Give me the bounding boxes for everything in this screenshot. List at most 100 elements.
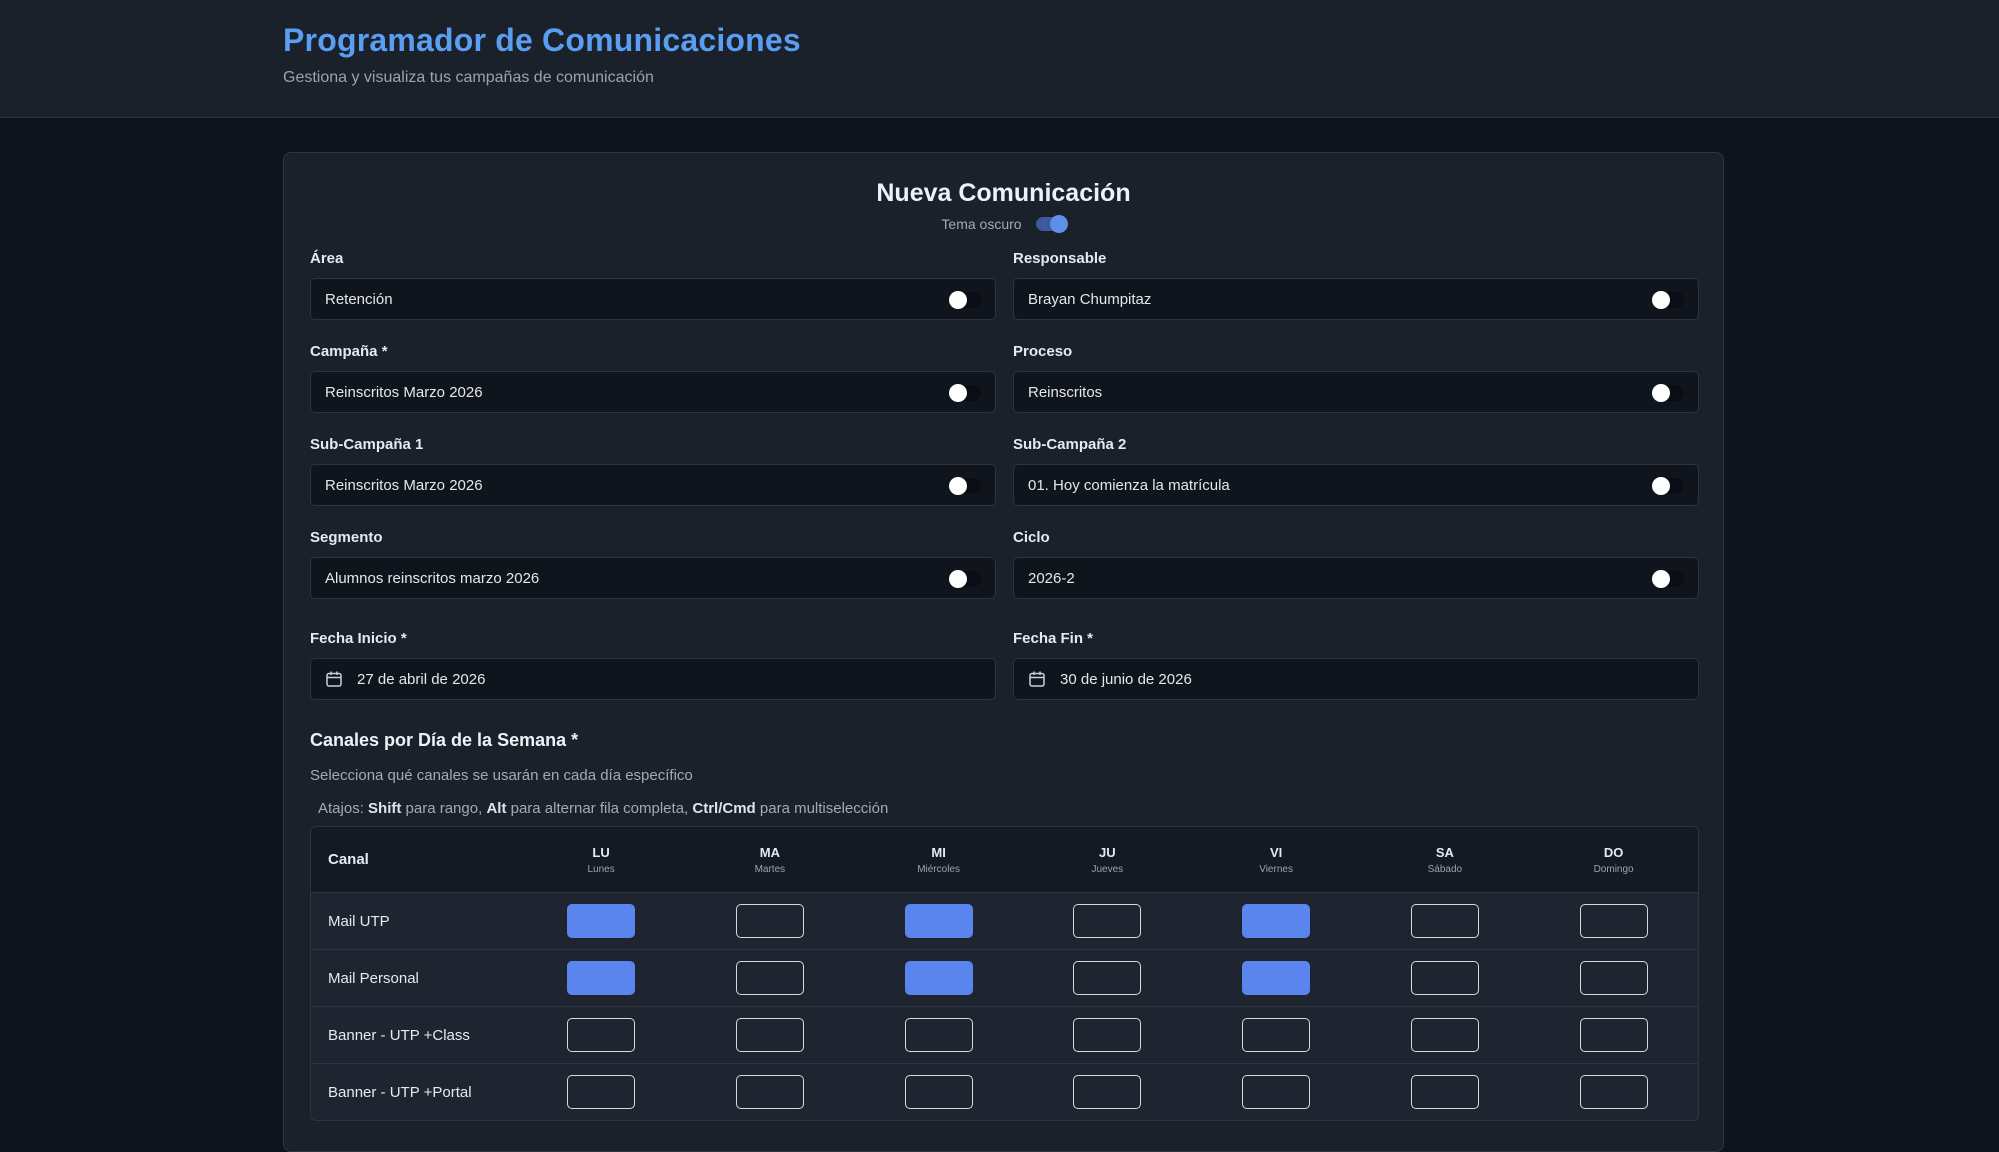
ciclo-toggle[interactable]: [1652, 570, 1684, 588]
channel-day-checkbox-sa[interactable]: [1410, 961, 1479, 995]
day-full: Domingo: [1593, 863, 1634, 875]
day-abbr: SA: [1435, 844, 1454, 860]
channel-day-checkbox-ma[interactable]: [735, 904, 804, 938]
channel-day-cell: [517, 1075, 686, 1109]
fecha-inicio-label: Fecha Inicio *: [310, 630, 407, 647]
new-communication-card: Nueva Comunicación Tema oscuro Área Rete…: [283, 152, 1724, 1152]
toggle-knob: [1652, 291, 1670, 309]
channel-day-cell: [685, 961, 854, 995]
proceso-toggle[interactable]: [1652, 384, 1684, 402]
subcampana1-toggle[interactable]: [949, 477, 981, 495]
fecha-fin-label: Fecha Fin *: [1013, 630, 1094, 647]
area-select[interactable]: Retención: [310, 278, 996, 320]
proceso-select[interactable]: Reinscritos: [1013, 371, 1699, 413]
campana-select[interactable]: Reinscritos Marzo 2026: [310, 371, 996, 413]
channel-day-checkbox-ju[interactable]: [1073, 961, 1142, 995]
fecha-fin-picker[interactable]: 30 de junio de 2026: [1013, 658, 1699, 700]
day-abbr: VI: [1269, 844, 1283, 860]
area-field: Área Retención: [310, 250, 996, 343]
channel-day-checkbox-vi[interactable]: [1242, 961, 1311, 995]
channel-row: Banner - UTP +Class: [311, 1006, 1698, 1063]
channel-day-checkbox-vi[interactable]: [1242, 904, 1311, 938]
app-subtitle: Gestiona y visualiza tus campañas de com…: [283, 69, 654, 86]
channel-day-checkbox-lu[interactable]: [567, 1075, 636, 1109]
ciclo-field: Ciclo 2026-2: [1013, 529, 1699, 622]
campana-label: Campaña *: [310, 343, 388, 360]
day-abbr: MI: [931, 844, 946, 860]
channel-day-checkbox-ju[interactable]: [1073, 1075, 1142, 1109]
channel-day-checkbox-lu[interactable]: [567, 1018, 636, 1052]
channel-day-checkbox-ma[interactable]: [735, 1018, 804, 1052]
channel-day-checkbox-sa[interactable]: [1410, 1018, 1479, 1052]
calendar-icon: [1029, 671, 1045, 687]
day-header-ju: JU Jueves: [1023, 845, 1192, 875]
subcampana1-select[interactable]: Reinscritos Marzo 2026: [310, 464, 996, 506]
responsable-toggle[interactable]: [1652, 291, 1684, 309]
fecha-inicio-picker[interactable]: 27 de abril de 2026: [310, 658, 996, 700]
channel-day-cell: [1529, 1018, 1698, 1052]
ciclo-select[interactable]: 2026-2: [1013, 557, 1699, 599]
day-full: Jueves: [1091, 863, 1124, 875]
app-header: Programador de Comunicaciones Gestiona y…: [0, 0, 1999, 118]
shortcut-shift: Shift: [368, 800, 402, 817]
day-abbr: JU: [1099, 844, 1116, 860]
responsable-select[interactable]: Brayan Chumpitaz: [1013, 278, 1699, 320]
subcampana2-value: 01. Hoy comienza la matrícula: [1028, 476, 1230, 494]
date-fields-grid: Fecha Inicio * 27 de abril de 2026 Fecha…: [310, 630, 1699, 700]
channel-day-checkbox-do[interactable]: [1579, 904, 1648, 938]
channel-day-checkbox-mi[interactable]: [904, 1018, 973, 1052]
subcampana1-field: Sub-Campaña 1 Reinscritos Marzo 2026: [310, 436, 996, 529]
campana-toggle[interactable]: [949, 384, 981, 402]
channel-day-checkbox-mi[interactable]: [904, 904, 973, 938]
app-title: Programador de Comunicaciones: [283, 22, 801, 58]
channel-day-checkbox-lu[interactable]: [567, 904, 636, 938]
subcampana1-value: Reinscritos Marzo 2026: [325, 476, 483, 494]
fecha-fin-value: 30 de junio de 2026: [1060, 670, 1192, 688]
day-abbr: LU: [592, 844, 610, 860]
area-toggle[interactable]: [949, 291, 981, 309]
shortcut-ctrl: Ctrl/Cmd: [692, 800, 756, 817]
ciclo-value: 2026-2: [1028, 569, 1075, 587]
channel-day-checkbox-ju[interactable]: [1073, 1018, 1142, 1052]
day-full: Martes: [754, 863, 786, 875]
channel-day-checkbox-do[interactable]: [1579, 1018, 1648, 1052]
channel-day-checkbox-ma[interactable]: [735, 1075, 804, 1109]
channel-day-cell: [1529, 961, 1698, 995]
segmento-label: Segmento: [310, 529, 383, 546]
area-label: Área: [310, 250, 344, 267]
channel-day-checkbox-vi[interactable]: [1242, 1075, 1311, 1109]
fecha-inicio-field: Fecha Inicio * 27 de abril de 2026: [310, 630, 996, 700]
channel-day-checkbox-do[interactable]: [1579, 1075, 1648, 1109]
subcampana2-toggle[interactable]: [1652, 477, 1684, 495]
theme-toggle[interactable]: [1035, 215, 1068, 233]
day-header-mi: MI Miércoles: [854, 845, 1023, 875]
subcampana2-select[interactable]: 01. Hoy comienza la matrícula: [1013, 464, 1699, 506]
shortcut-alt: Alt: [486, 800, 507, 817]
segmento-toggle[interactable]: [949, 570, 981, 588]
channel-day-checkbox-mi[interactable]: [904, 961, 973, 995]
canal-column-header: Canal: [328, 851, 369, 868]
channel-day-checkbox-mi[interactable]: [904, 1075, 973, 1109]
subcampana1-label: Sub-Campaña 1: [310, 436, 424, 453]
day-abbr: DO: [1603, 844, 1624, 860]
day-abbr: MA: [759, 844, 780, 860]
channel-day-cell: [685, 1018, 854, 1052]
shortcut-alt-text: para alternar fila completa,: [510, 800, 689, 817]
channel-day-cell: [685, 1075, 854, 1109]
channel-day-checkbox-do[interactable]: [1579, 961, 1648, 995]
subcampana2-label: Sub-Campaña 2: [1013, 436, 1127, 453]
channel-day-checkbox-lu[interactable]: [567, 961, 636, 995]
channel-day-checkbox-ju[interactable]: [1073, 904, 1142, 938]
channels-table-body: Mail UTP Mail Personal Banner - UTP +Class…: [311, 892, 1698, 1120]
channel-day-checkbox-sa[interactable]: [1410, 1075, 1479, 1109]
channel-day-checkbox-vi[interactable]: [1242, 1018, 1311, 1052]
form-fields-grid: Área Retención Responsable Brayan Chumpi…: [310, 250, 1699, 622]
toggle-knob: [1652, 384, 1670, 402]
fecha-inicio-value: 27 de abril de 2026: [357, 670, 486, 688]
channel-day-checkbox-sa[interactable]: [1410, 904, 1479, 938]
channel-day-checkbox-ma[interactable]: [735, 961, 804, 995]
channels-table: Canal LU Lunes MA Martes MI Miércoles JU Jue…: [310, 826, 1699, 1121]
segmento-value: Alumnos reinscritos marzo 2026: [325, 569, 540, 587]
channel-day-cell: [1360, 1018, 1529, 1052]
segmento-select[interactable]: Alumnos reinscritos marzo 2026: [310, 557, 996, 599]
